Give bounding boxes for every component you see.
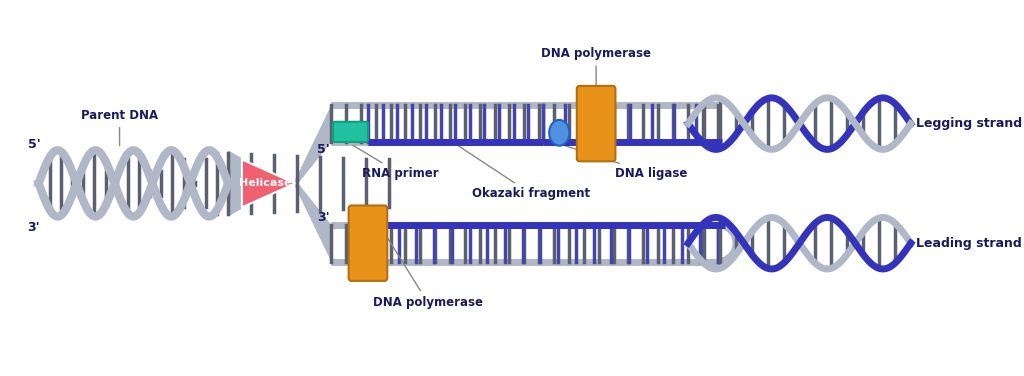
Text: 3': 3': [316, 211, 330, 224]
Text: 3': 3': [28, 221, 40, 234]
Text: Leading strand: Leading strand: [916, 237, 1022, 250]
Text: RNA primer: RNA primer: [353, 145, 438, 180]
Text: Parent DNA: Parent DNA: [81, 109, 158, 146]
Polygon shape: [228, 150, 241, 217]
Text: 5': 5': [316, 143, 330, 156]
FancyBboxPatch shape: [348, 205, 387, 281]
Polygon shape: [242, 159, 295, 207]
Text: DNA ligase: DNA ligase: [562, 145, 687, 180]
Polygon shape: [295, 105, 331, 187]
FancyBboxPatch shape: [577, 86, 615, 161]
Text: DNA polymerase: DNA polymerase: [370, 209, 482, 309]
Text: 5': 5': [28, 138, 40, 151]
Text: Helicase: Helicase: [239, 178, 291, 188]
FancyBboxPatch shape: [333, 122, 368, 142]
Text: Legging strand: Legging strand: [916, 117, 1022, 130]
Text: Okazaki fragment: Okazaki fragment: [458, 146, 590, 200]
Polygon shape: [295, 180, 331, 262]
Text: DNA polymerase: DNA polymerase: [541, 47, 651, 158]
Ellipse shape: [549, 120, 569, 146]
